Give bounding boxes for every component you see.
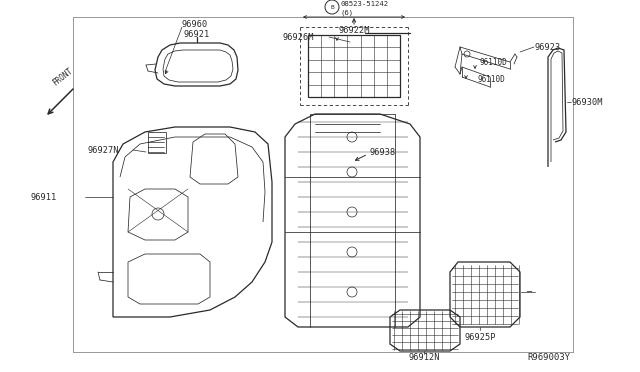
Text: 96930M: 96930M: [572, 97, 604, 106]
Text: 96960: 96960: [182, 19, 208, 29]
Text: 96911: 96911: [30, 192, 56, 202]
Text: 08523-51242: 08523-51242: [341, 1, 389, 7]
Text: 96923: 96923: [535, 42, 561, 51]
Text: 96938: 96938: [370, 148, 396, 157]
Text: B: B: [330, 4, 334, 10]
Text: 96110D: 96110D: [478, 74, 506, 83]
Text: 96912N: 96912N: [408, 353, 440, 362]
Text: 96925P: 96925P: [464, 333, 496, 341]
Text: 96926M: 96926M: [283, 32, 314, 42]
Text: FRONT: FRONT: [51, 66, 75, 88]
Text: —: —: [527, 288, 532, 296]
Text: (6): (6): [341, 10, 354, 16]
Text: 96921: 96921: [184, 29, 210, 38]
Text: R969003Y: R969003Y: [527, 353, 570, 362]
Text: 96927N: 96927N: [87, 145, 118, 154]
Text: 96922M: 96922M: [339, 26, 370, 35]
Text: 96110D: 96110D: [480, 58, 508, 67]
